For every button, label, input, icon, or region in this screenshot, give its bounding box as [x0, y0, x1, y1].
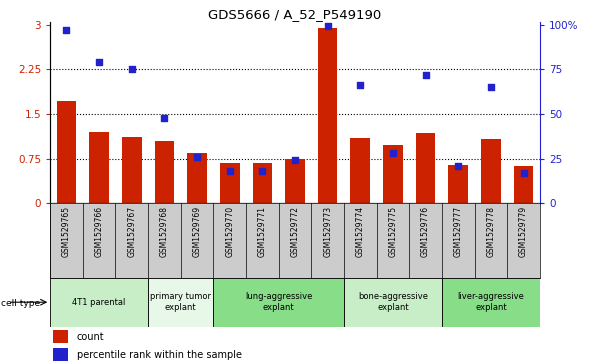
Point [192, 154, 202, 160]
Bar [187, 153, 207, 203]
Bar [383, 145, 403, 203]
Text: lung-aggressive
explant: lung-aggressive explant [245, 293, 312, 312]
Text: count: count [77, 332, 104, 342]
Text: GSM1529765: GSM1529765 [62, 205, 71, 257]
Bar [57, 101, 76, 203]
Text: GSM1529776: GSM1529776 [421, 205, 430, 257]
Text: primary tumor
explant: primary tumor explant [150, 293, 211, 312]
Text: GSM1529770: GSM1529770 [225, 205, 234, 257]
Text: GSM1529774: GSM1529774 [356, 205, 365, 257]
Text: percentile rank within the sample: percentile rank within the sample [77, 350, 241, 360]
FancyBboxPatch shape [442, 278, 540, 327]
Text: GSM1529775: GSM1529775 [388, 205, 398, 257]
Text: GSM1529773: GSM1529773 [323, 205, 332, 257]
Point [94, 59, 104, 65]
Point [225, 168, 234, 174]
Point [388, 150, 398, 156]
Text: GSM1529768: GSM1529768 [160, 205, 169, 257]
FancyBboxPatch shape [148, 278, 214, 327]
Text: GSM1529778: GSM1529778 [486, 205, 496, 257]
Point [356, 82, 365, 88]
Bar [53, 330, 68, 343]
Bar [155, 141, 174, 203]
Point [323, 24, 332, 29]
Text: cell type: cell type [1, 299, 40, 307]
Point [62, 27, 71, 33]
Bar [253, 163, 272, 203]
Point [290, 158, 300, 163]
Bar [318, 28, 337, 203]
Text: GSM1529771: GSM1529771 [258, 205, 267, 257]
Bar [481, 139, 501, 203]
Point [421, 72, 430, 78]
Title: GDS5666 / A_52_P549190: GDS5666 / A_52_P549190 [208, 8, 382, 21]
Text: 4T1 parental: 4T1 parental [73, 298, 126, 307]
Bar [514, 166, 533, 203]
Bar [416, 133, 435, 203]
Point [160, 115, 169, 121]
Bar [448, 164, 468, 203]
Text: bone-aggressive
explant: bone-aggressive explant [358, 293, 428, 312]
Bar [350, 138, 370, 203]
Point [486, 84, 496, 90]
Bar [220, 163, 240, 203]
Point [258, 168, 267, 174]
Text: GSM1529772: GSM1529772 [290, 205, 300, 257]
Bar [285, 159, 305, 203]
Text: GSM1529769: GSM1529769 [192, 205, 202, 257]
FancyBboxPatch shape [214, 278, 344, 327]
Text: GSM1529766: GSM1529766 [94, 205, 104, 257]
Point [127, 66, 136, 72]
Text: GSM1529767: GSM1529767 [127, 205, 136, 257]
Bar [89, 132, 109, 203]
Bar [53, 348, 68, 361]
Bar [122, 136, 142, 203]
Text: liver-aggressive
explant: liver-aggressive explant [457, 293, 525, 312]
FancyBboxPatch shape [344, 278, 442, 327]
Text: GSM1529777: GSM1529777 [454, 205, 463, 257]
FancyBboxPatch shape [50, 278, 148, 327]
Point [519, 170, 528, 176]
Point [454, 163, 463, 169]
Text: GSM1529779: GSM1529779 [519, 205, 528, 257]
